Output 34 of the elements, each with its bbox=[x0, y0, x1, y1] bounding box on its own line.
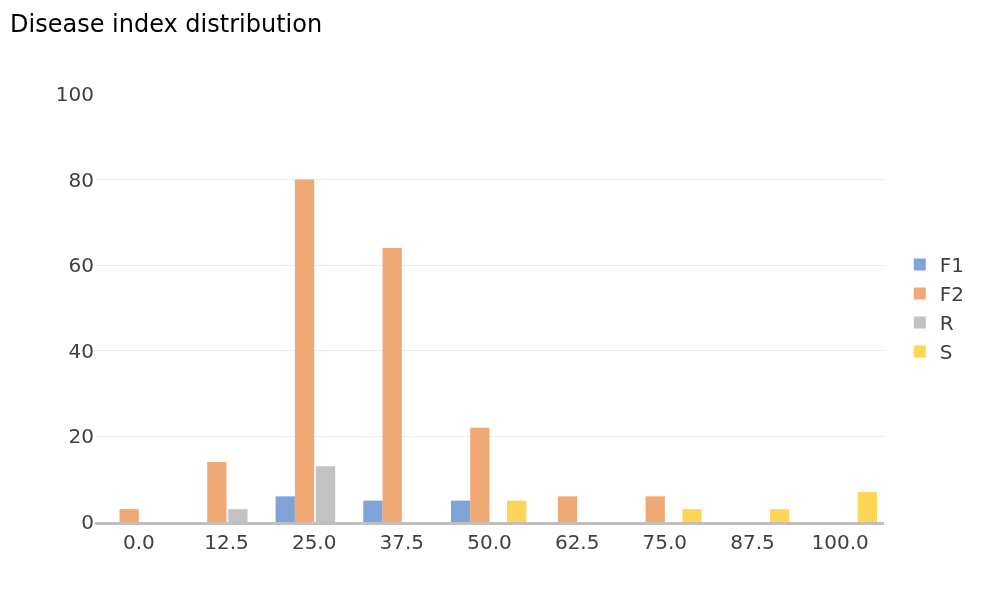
y-tick-label: 20 bbox=[68, 424, 94, 449]
bar bbox=[450, 500, 471, 522]
y-tick-label: 40 bbox=[68, 338, 94, 363]
y-tick-label: 100 bbox=[55, 82, 94, 106]
bar bbox=[507, 500, 527, 522]
bar bbox=[470, 427, 490, 522]
bar bbox=[275, 496, 295, 522]
bar bbox=[682, 509, 702, 522]
y-tick-label: 60 bbox=[68, 253, 94, 278]
x-tick-label: 0.0 bbox=[122, 530, 155, 554]
legend-label: F1 bbox=[939, 253, 965, 278]
bar bbox=[119, 509, 139, 522]
bar bbox=[382, 248, 402, 522]
legend-label: R bbox=[939, 311, 954, 336]
x-tick-label: 50.0 bbox=[467, 530, 512, 554]
y-tick-label: 80 bbox=[68, 167, 94, 192]
chart-title: Disease index distribution bbox=[10, 9, 323, 38]
x-tick-label: 75.0 bbox=[642, 530, 688, 554]
bar bbox=[207, 462, 227, 522]
x-tick-label: 100.0 bbox=[811, 530, 869, 554]
bar bbox=[557, 496, 578, 522]
bar bbox=[294, 179, 315, 522]
bar bbox=[645, 496, 665, 522]
bar bbox=[857, 492, 877, 522]
legend-label: S bbox=[939, 340, 953, 365]
bar bbox=[770, 509, 790, 522]
x-tick-label: 25.0 bbox=[291, 530, 337, 554]
x-tick-label: 12.5 bbox=[204, 530, 249, 554]
x-tick-label: 37.5 bbox=[379, 530, 425, 554]
x-tick-label: 87.5 bbox=[730, 530, 775, 554]
legend-label: F2 bbox=[939, 282, 965, 307]
x-tick-label: 62.5 bbox=[554, 530, 600, 554]
bar bbox=[363, 500, 383, 522]
y-tick-label: 0 bbox=[81, 510, 94, 534]
